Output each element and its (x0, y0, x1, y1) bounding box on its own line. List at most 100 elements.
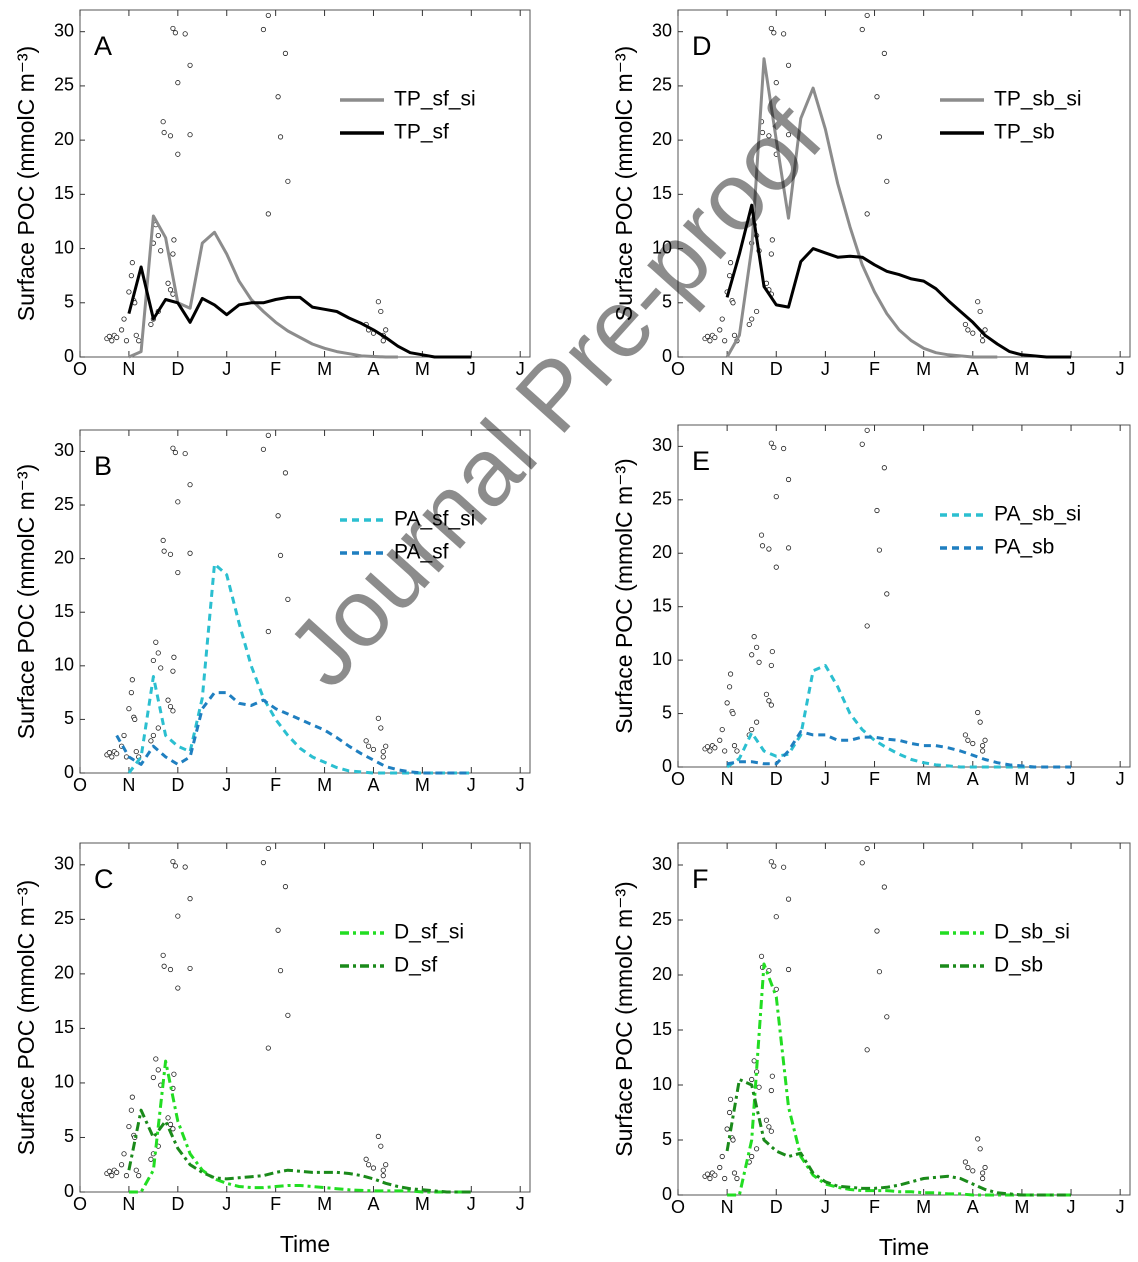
x-tick-label: J (1116, 769, 1125, 789)
observation (187, 550, 193, 556)
observation (114, 1169, 120, 1175)
x-tick-label: O (671, 1197, 685, 1217)
x-tick-label: D (770, 1197, 783, 1217)
x-tick-label: M (317, 1194, 332, 1214)
series-line (725, 203, 1071, 359)
x-tick-label: M (415, 1194, 430, 1214)
observation (378, 725, 384, 731)
observation (380, 338, 386, 344)
y-tick-label: 15 (54, 1017, 74, 1037)
legend-label: TP_sf_si (394, 88, 476, 111)
x-tick-label: A (367, 1194, 379, 1214)
observation (727, 260, 734, 266)
y-tick-label: 0 (64, 762, 74, 782)
x-tick-label: F (270, 1194, 281, 1214)
y-axis-label: Surface POC (mmolC m⁻³) (13, 880, 39, 1155)
observation (380, 748, 386, 755)
observation (132, 716, 138, 723)
y-tick-label: 15 (54, 183, 74, 203)
observation (165, 697, 171, 703)
observation (769, 648, 775, 655)
observation (380, 1167, 386, 1173)
series-line (115, 691, 472, 775)
y-tick-label: 25 (652, 489, 672, 509)
observation (285, 1012, 291, 1018)
x-tick-label: J (516, 1194, 525, 1214)
observation (731, 743, 738, 749)
observation (864, 427, 870, 433)
observation (187, 482, 193, 488)
observation (864, 623, 870, 629)
observation (260, 446, 267, 452)
observation (123, 338, 130, 344)
series-line (725, 57, 998, 359)
x-tick-label: F (869, 359, 880, 379)
observation (375, 1133, 381, 1139)
observation (759, 543, 766, 549)
y-tick-label: 0 (662, 346, 672, 366)
observation (187, 132, 193, 138)
observation (136, 1173, 142, 1179)
observation (754, 719, 760, 725)
observation (864, 845, 870, 852)
observation (260, 26, 267, 33)
observation (980, 338, 986, 344)
y-tick-label: 10 (652, 237, 672, 257)
y-axis-label: Surface POC (mmolC m⁻³) (13, 464, 39, 739)
y-tick-label: 0 (662, 1184, 672, 1204)
x-tick-label: D (171, 1194, 184, 1214)
x-tick-label: M (415, 359, 430, 379)
observation (730, 1137, 736, 1143)
x-tick-label: O (671, 359, 685, 379)
observation (277, 552, 284, 559)
observation (749, 1076, 755, 1083)
observation (365, 743, 372, 749)
x-tick-label: J (467, 1194, 476, 1214)
y-tick-label: 10 (54, 237, 74, 257)
legend-label: PA_sb_si (994, 503, 1081, 526)
observation (977, 719, 983, 725)
observation (129, 677, 135, 683)
observation (766, 133, 772, 139)
observation (128, 1107, 134, 1113)
observation (155, 650, 161, 656)
observation (129, 1094, 135, 1100)
observation (182, 31, 188, 37)
observation (170, 445, 176, 451)
legend-label: TP_sb_si (994, 88, 1082, 111)
observation (172, 863, 178, 869)
observation (874, 507, 880, 514)
observation (726, 1109, 733, 1116)
series-line (127, 1108, 472, 1194)
observation (712, 334, 718, 341)
observation (975, 299, 981, 305)
observation (126, 706, 132, 712)
observation (970, 1168, 976, 1174)
legend-label: D_sf_si (394, 921, 464, 944)
y-tick-label: 15 (652, 1019, 672, 1039)
observation (158, 248, 164, 254)
observation (172, 30, 178, 36)
panel: 0 5 10 15 20 25 30 O N D J F M A M J J Surface POC (mmolC… (13, 9, 531, 379)
y-tick-label: 30 (652, 20, 672, 40)
x-tick-label: J (821, 769, 830, 789)
observation (785, 476, 792, 483)
observation (719, 1153, 725, 1160)
y-tick-label: 15 (652, 183, 672, 203)
observation (707, 1175, 713, 1182)
observation (717, 1164, 723, 1171)
y-axis-label: Surface POC (mmolC m⁻³) (611, 881, 637, 1156)
observation (727, 671, 734, 677)
plot-frame (79, 9, 531, 358)
x-tick-label: N (721, 359, 734, 379)
observation (170, 858, 176, 865)
observation (118, 1162, 125, 1168)
observation (751, 634, 757, 640)
plot-frame (79, 429, 531, 774)
observation (167, 551, 174, 557)
observation (171, 237, 177, 243)
observation (265, 211, 271, 217)
observation (719, 316, 725, 322)
observation (161, 963, 167, 969)
observation (363, 738, 369, 744)
